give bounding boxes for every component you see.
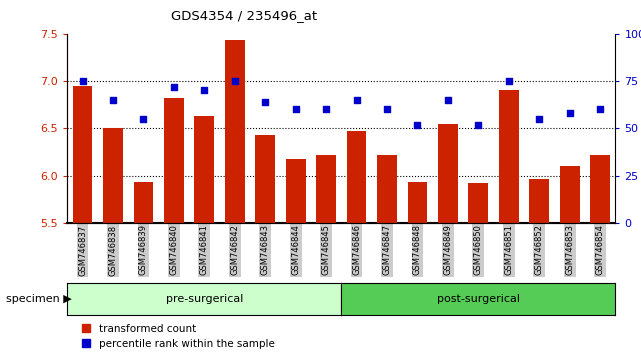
Bar bbox=[499, 90, 519, 223]
Point bbox=[565, 110, 575, 116]
Point bbox=[108, 97, 118, 103]
Point bbox=[260, 99, 271, 105]
Point bbox=[138, 116, 149, 122]
Bar bbox=[133, 182, 153, 223]
Bar bbox=[529, 178, 549, 223]
Point bbox=[321, 107, 331, 112]
Point bbox=[229, 78, 240, 84]
Point bbox=[504, 78, 514, 84]
Bar bbox=[408, 182, 428, 223]
Point bbox=[382, 107, 392, 112]
Bar bbox=[225, 40, 245, 223]
Point bbox=[351, 97, 362, 103]
Point bbox=[290, 107, 301, 112]
Point bbox=[534, 116, 544, 122]
Bar bbox=[590, 155, 610, 223]
Bar bbox=[72, 86, 92, 223]
Bar bbox=[286, 159, 306, 223]
Bar bbox=[316, 155, 336, 223]
Text: pre-surgerical: pre-surgerical bbox=[165, 294, 243, 304]
Bar bbox=[164, 98, 184, 223]
Bar bbox=[560, 166, 579, 223]
Point bbox=[78, 78, 88, 84]
Bar bbox=[438, 124, 458, 223]
Bar bbox=[255, 135, 275, 223]
Text: post-surgerical: post-surgerical bbox=[437, 294, 520, 304]
Text: specimen ▶: specimen ▶ bbox=[6, 294, 72, 304]
Bar bbox=[469, 183, 488, 223]
Legend: transformed count, percentile rank within the sample: transformed count, percentile rank withi… bbox=[82, 324, 275, 349]
Bar bbox=[103, 128, 123, 223]
Point bbox=[443, 97, 453, 103]
Point bbox=[199, 88, 210, 93]
Point bbox=[595, 107, 605, 112]
Point bbox=[169, 84, 179, 90]
Bar bbox=[377, 155, 397, 223]
Bar bbox=[194, 116, 214, 223]
Point bbox=[412, 122, 422, 127]
Text: GDS4354 / 235496_at: GDS4354 / 235496_at bbox=[171, 9, 317, 22]
Point bbox=[473, 122, 483, 127]
Bar bbox=[347, 131, 367, 223]
